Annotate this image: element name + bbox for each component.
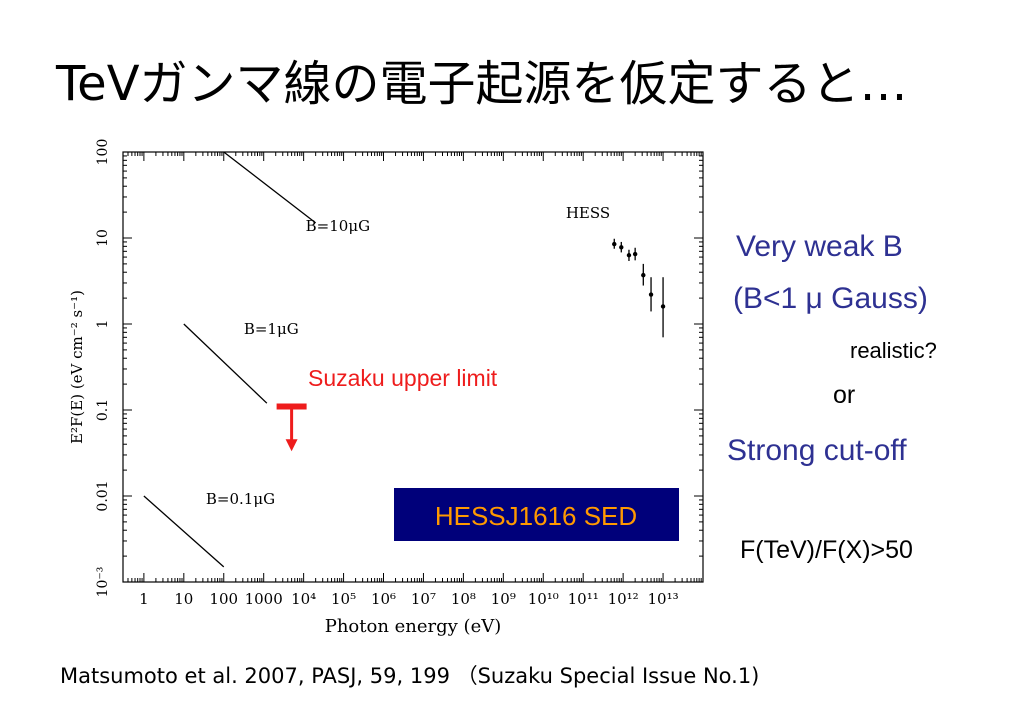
- model-line: [183, 323, 268, 404]
- x-tick-label: 10⁴: [291, 590, 316, 608]
- y-tick-label: 100: [95, 139, 111, 166]
- model-line-label: B=1μG: [244, 320, 299, 338]
- very-weak-b-note: Very weak B: [736, 230, 903, 263]
- x-tick-label: 100: [209, 590, 238, 608]
- y-tick-label: 1: [95, 320, 111, 329]
- x-tick-label: 1000: [245, 590, 283, 608]
- citation: Matsumoto et al. 2007, PASJ, 59, 199 （Su…: [60, 664, 760, 688]
- model-line-label: B=10μG: [306, 217, 370, 235]
- model-line-label: B=0.1μG: [206, 490, 275, 508]
- realistic-note: realistic?: [850, 338, 937, 363]
- plot-border: [122, 151, 704, 583]
- x-tick-label: 10¹³: [648, 590, 679, 608]
- x-tick-label: 10⁷: [411, 590, 436, 608]
- plot-frame: [122, 151, 704, 583]
- x-tick-label: 10¹²: [608, 590, 639, 608]
- suzaku-upper-limit: Suzaku upper limit: [276, 365, 498, 452]
- y-axis-label: E²F(E) (eV cm⁻² s⁻¹): [68, 290, 86, 444]
- hess-point: [619, 245, 624, 250]
- model-line: [223, 151, 317, 224]
- upper-limit-arrowhead: [285, 439, 298, 452]
- hess-point: [612, 241, 617, 247]
- x-tick-label: 10¹⁰: [528, 590, 559, 608]
- x-tick-label: 10: [174, 590, 193, 608]
- x-axis-label: Photon energy (eV): [325, 616, 502, 637]
- x-tick-label: 10¹¹: [568, 590, 599, 608]
- hess-series-label: HESS: [566, 204, 610, 222]
- y-tick-label: 10: [95, 229, 111, 247]
- hess-point: [626, 253, 632, 258]
- hess-point: [648, 292, 654, 297]
- y-tick-label: 0.1: [95, 399, 111, 421]
- x-tick-label: 10⁹: [491, 590, 516, 608]
- y-tick-label: 0.01: [95, 480, 111, 511]
- hess-point: [660, 304, 666, 309]
- b-condition-note: (B<1 μ Gauss): [733, 282, 928, 315]
- hess-data-points: HESS: [566, 204, 666, 338]
- x-tick-label: 10⁶: [371, 590, 396, 608]
- hess-annotation-text: HESSJ1616 SED: [435, 501, 637, 531]
- y-tick-label: 10⁻³: [95, 567, 111, 598]
- x-tick-label: 10⁸: [451, 590, 476, 608]
- strong-cutoff-note: Strong cut-off: [727, 434, 907, 467]
- x-tick-label: 1: [139, 590, 149, 608]
- hess-annotation-box: HESSJ1616 SED: [394, 488, 679, 541]
- x-tick-label: 10⁵: [331, 590, 356, 608]
- upper-limit-label: Suzaku upper limit: [308, 365, 498, 391]
- hess-point: [632, 251, 638, 257]
- synchrotron-model-lines: B=10μG B=1μG B=0.1μG: [143, 151, 370, 568]
- slide-title: TeVガンマ線の電子起源を仮定すると…: [56, 56, 908, 112]
- model-line: [143, 495, 225, 568]
- or-note: or: [833, 381, 856, 409]
- hess-point: [641, 272, 646, 278]
- x-axis-ticks: 1 10 100 1000 10⁴ 10⁵ 10⁶ 10⁷ 10⁸ 10⁹ 10¹⁰ 10¹¹ 10¹²…: [122, 152, 704, 608]
- flux-ratio-note: F(TeV)/F(X)>50: [740, 536, 913, 564]
- y-axis-ticks: 10⁻³ 0.01 0.1 1 10 100: [95, 139, 703, 598]
